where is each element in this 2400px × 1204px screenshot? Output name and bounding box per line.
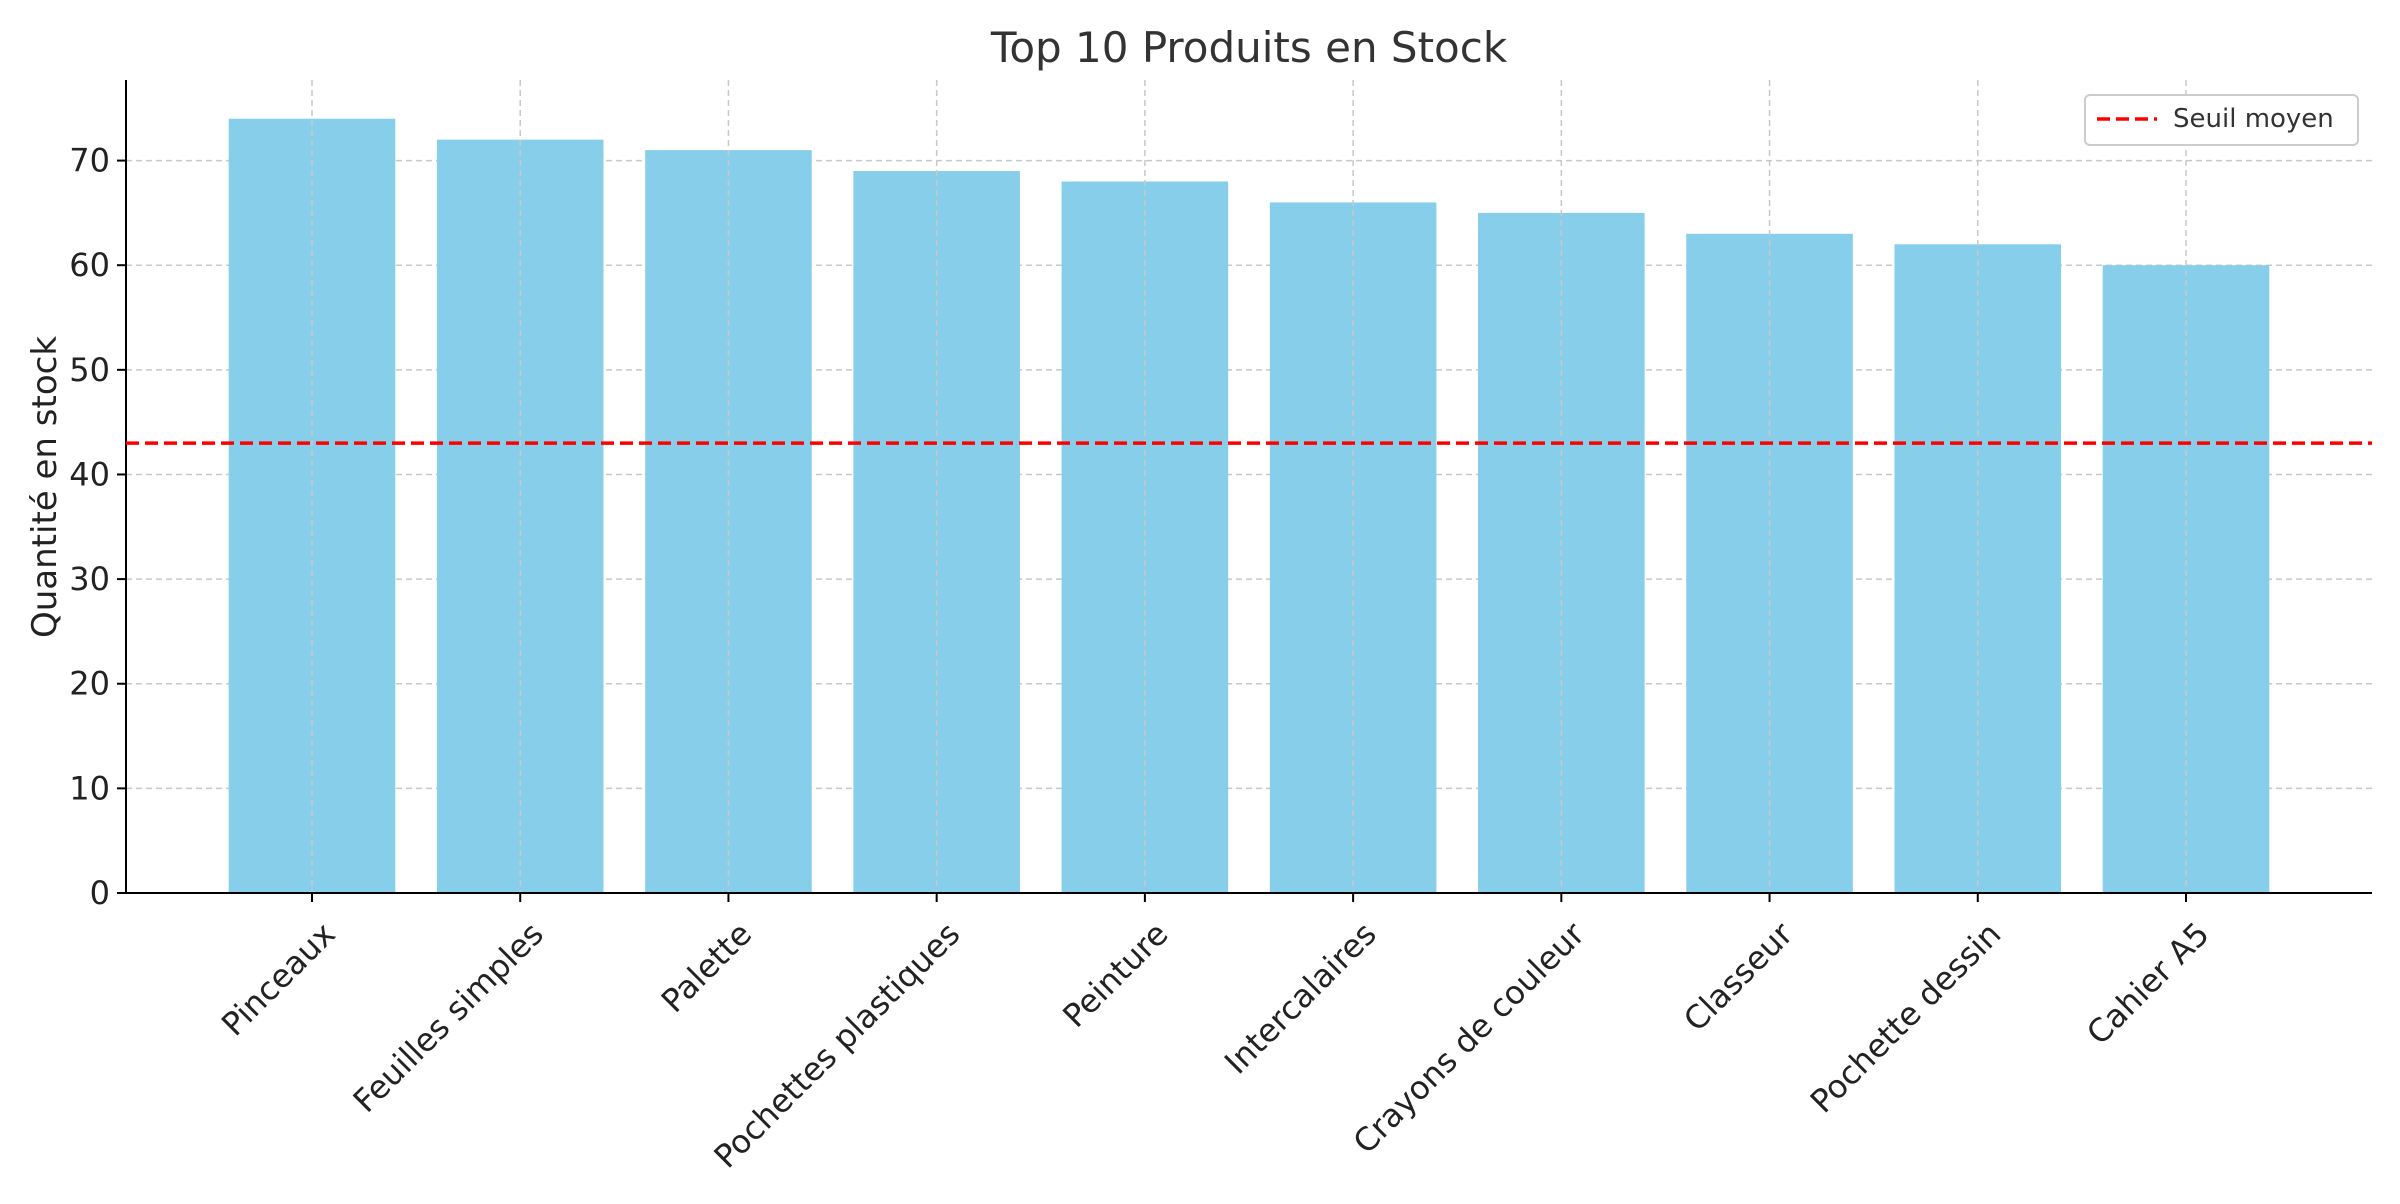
y-tick-label: 40 bbox=[69, 455, 110, 493]
y-tick-label: 60 bbox=[69, 246, 110, 284]
vertical-grid-lines bbox=[311, 80, 2187, 893]
x-tick-label: Pinceaux bbox=[214, 915, 343, 1044]
y-tick-label: 10 bbox=[69, 769, 110, 807]
bar bbox=[1269, 202, 1437, 894]
y-tick-label: 20 bbox=[69, 665, 110, 703]
bars bbox=[228, 118, 2270, 894]
legend-box bbox=[2084, 94, 2359, 146]
y-axis-label: Quantité en stock bbox=[25, 336, 65, 638]
x-tick-label: Classeur bbox=[1676, 914, 1801, 1039]
y-tick-label: 50 bbox=[69, 351, 110, 389]
y-tick-label: 0 bbox=[90, 874, 110, 912]
x-tick-label: Peinture bbox=[1055, 915, 1175, 1035]
y-tick-label: 70 bbox=[69, 142, 110, 180]
x-tick-label: Feuilles simples bbox=[346, 915, 551, 1120]
x-tick-label: Palette bbox=[654, 915, 759, 1020]
chart-title: Top 10 Produits en Stock bbox=[990, 23, 1508, 72]
y-tick-label: 30 bbox=[69, 560, 110, 598]
x-tick-label: Cahier A5 bbox=[2079, 915, 2216, 1052]
y-tick-labels: 0 10 20 30 40 50 60 70 bbox=[69, 142, 110, 912]
axes bbox=[117, 80, 2372, 902]
legend: Seuil moyen bbox=[2084, 94, 2359, 146]
bar bbox=[1061, 181, 1229, 893]
x-tick-label: Crayons de couleur bbox=[1346, 914, 1593, 1161]
x-tick-labels: Pinceaux Feuilles simples PalettePochettes… bbox=[214, 914, 2217, 1175]
x-tick-label: Intercalaires bbox=[1217, 915, 1384, 1082]
x-tick-label: Pochette dessin bbox=[1803, 915, 2009, 1121]
bar bbox=[2102, 265, 2270, 893]
legend-label: Seuil moyen bbox=[2173, 104, 2334, 134]
